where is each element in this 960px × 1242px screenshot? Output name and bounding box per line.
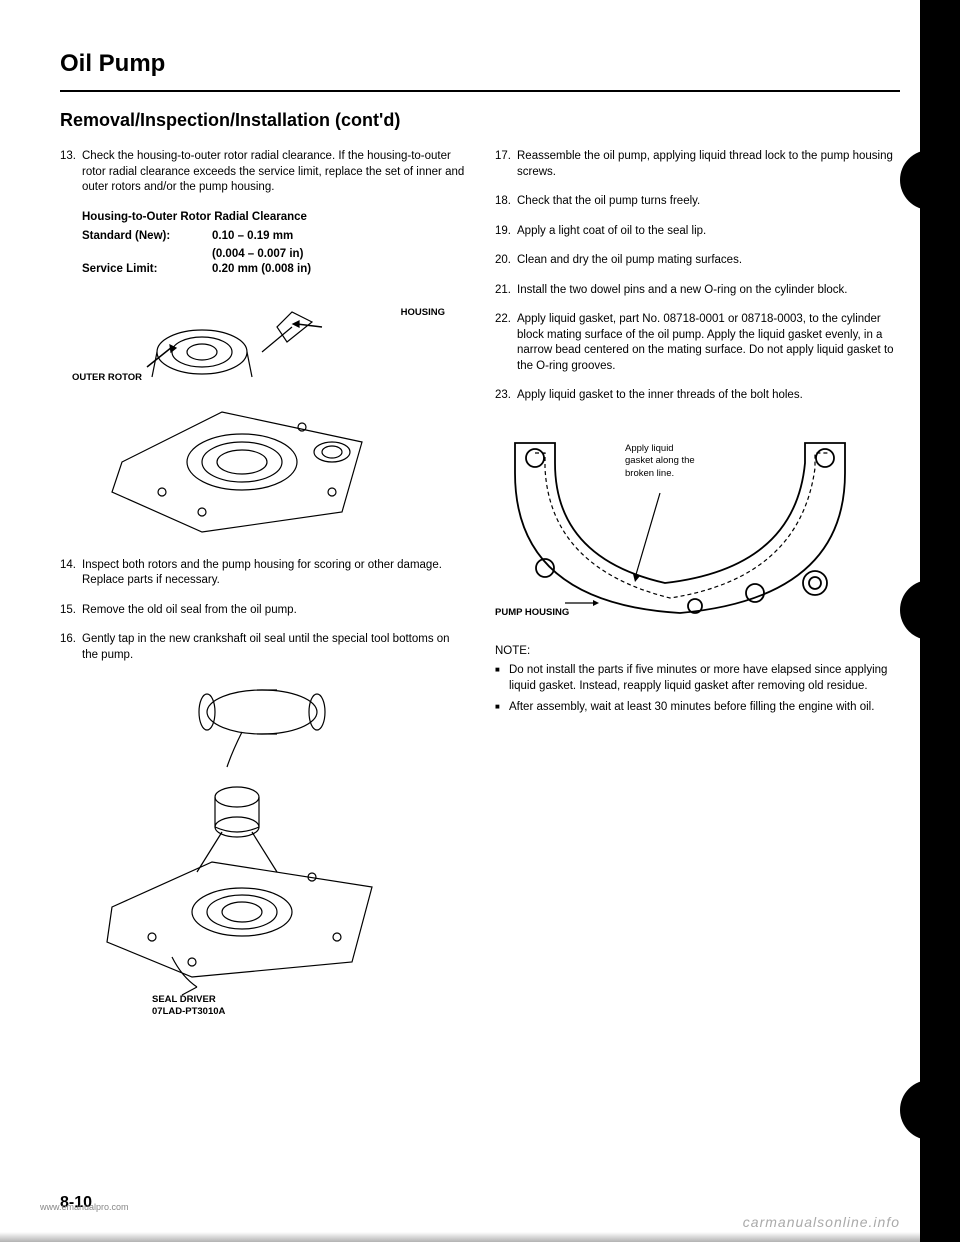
apply-line: Apply liquid: [625, 443, 695, 456]
watermark-right: carmanualsonline.info: [743, 1214, 900, 1230]
right-column: 17. Reassemble the oil pump, applying li…: [495, 149, 900, 1033]
figure-rotor-housing: OUTER ROTOR HOUSING: [82, 292, 465, 542]
spec-value: 0.10 – 0.19 mm: [212, 229, 293, 245]
section-subtitle: Removal/Inspection/Installation (cont'd): [60, 110, 900, 131]
step-number: 15.: [60, 603, 82, 619]
spec-label: Service Limit:: [82, 262, 212, 278]
seal-driver-text: SEAL DRIVER: [152, 994, 225, 1007]
step-item: 17. Reassemble the oil pump, applying li…: [495, 149, 900, 180]
apply-line: broken line.: [625, 468, 695, 481]
step-number: 14.: [60, 558, 82, 589]
step-number: 13.: [60, 149, 82, 196]
page-content: Oil Pump Removal/Inspection/Installation…: [0, 0, 960, 1073]
step-item: 14. Inspect both rotors and the pump hou…: [60, 558, 465, 589]
step-item: 20. Clean and dry the oil pump mating su…: [495, 253, 900, 269]
step-text: Inspect both rotors and the pump housing…: [82, 558, 465, 589]
figure-label-housing: HOUSING: [401, 307, 445, 320]
figure-pump-housing: Apply liquid gasket along the broken lin…: [495, 418, 900, 628]
rotor-housing-svg: [82, 292, 402, 542]
spec-label: Standard (New):: [82, 229, 212, 245]
step-item: 22. Apply liquid gasket, part No. 08718-…: [495, 312, 900, 374]
watermark-left: www.emanualpro.com: [40, 1202, 129, 1212]
figure-label-apply-gasket: Apply liquid gasket along the broken lin…: [625, 443, 695, 481]
figure-label-outer-rotor: OUTER ROTOR: [72, 372, 142, 385]
step-text: Apply liquid gasket, part No. 08718-0001…: [517, 312, 900, 374]
step-number: 16.: [60, 632, 82, 663]
apply-line: gasket along the: [625, 455, 695, 468]
step-text: Apply a light coat of oil to the seal li…: [517, 224, 900, 240]
edge-tab: [900, 1080, 930, 1140]
page-title: Oil Pump: [60, 50, 900, 78]
step-item: 23. Apply liquid gasket to the inner thr…: [495, 388, 900, 404]
step-number: 20.: [495, 253, 517, 269]
step-text: Gently tap in the new crankshaft oil sea…: [82, 632, 465, 663]
step-text: Remove the old oil seal from the oil pum…: [82, 603, 465, 619]
seal-driver-svg: [82, 677, 402, 997]
note-list: Do not install the parts if five minutes…: [495, 663, 900, 716]
step-text: Apply liquid gasket to the inner threads…: [517, 388, 900, 404]
step-number: 22.: [495, 312, 517, 374]
step-item: 13. Check the housing-to-outer rotor rad…: [60, 149, 465, 196]
left-column: 13. Check the housing-to-outer rotor rad…: [60, 149, 465, 1033]
step-item: 16. Gently tap in the new crankshaft oil…: [60, 632, 465, 663]
bottom-shadow: [0, 1232, 960, 1242]
note-item: Do not install the parts if five minutes…: [495, 663, 900, 694]
note-item: After assembly, wait at least 30 minutes…: [495, 700, 900, 716]
spec-block: Housing-to-Outer Rotor Radial Clearance …: [82, 210, 465, 278]
step-number: 23.: [495, 388, 517, 404]
step-number: 21.: [495, 283, 517, 299]
figure-label-pump-housing: PUMP HOUSING: [495, 607, 569, 620]
figure-seal-driver: SEAL DRIVER 07LAD-PT3010A: [82, 677, 465, 1017]
step-item: 18. Check that the oil pump turns freely…: [495, 194, 900, 210]
step-number: 19.: [495, 224, 517, 240]
spec-sub: (0.004 – 0.007 in): [212, 247, 465, 263]
step-item: 15. Remove the old oil seal from the oil…: [60, 603, 465, 619]
step-item: 19. Apply a light coat of oil to the sea…: [495, 224, 900, 240]
seal-driver-partno: 07LAD-PT3010A: [152, 1006, 225, 1019]
spec-value: 0.20 mm (0.008 in): [212, 262, 311, 278]
step-text: Check the housing-to-outer rotor radial …: [82, 149, 465, 196]
step-number: 18.: [495, 194, 517, 210]
title-rule: [60, 90, 900, 92]
step-text: Check that the oil pump turns freely.: [517, 194, 900, 210]
step-text: Clean and dry the oil pump mating surfac…: [517, 253, 900, 269]
step-number: 17.: [495, 149, 517, 180]
two-column-layout: 13. Check the housing-to-outer rotor rad…: [60, 149, 900, 1033]
step-item: 21. Install the two dowel pins and a new…: [495, 283, 900, 299]
figure-label-seal-driver: SEAL DRIVER 07LAD-PT3010A: [152, 994, 225, 1020]
spec-heading: Housing-to-Outer Rotor Radial Clearance: [82, 210, 465, 226]
note-title: NOTE:: [495, 644, 900, 660]
step-text: Install the two dowel pins and a new O-r…: [517, 283, 900, 299]
step-text: Reassemble the oil pump, applying liquid…: [517, 149, 900, 180]
